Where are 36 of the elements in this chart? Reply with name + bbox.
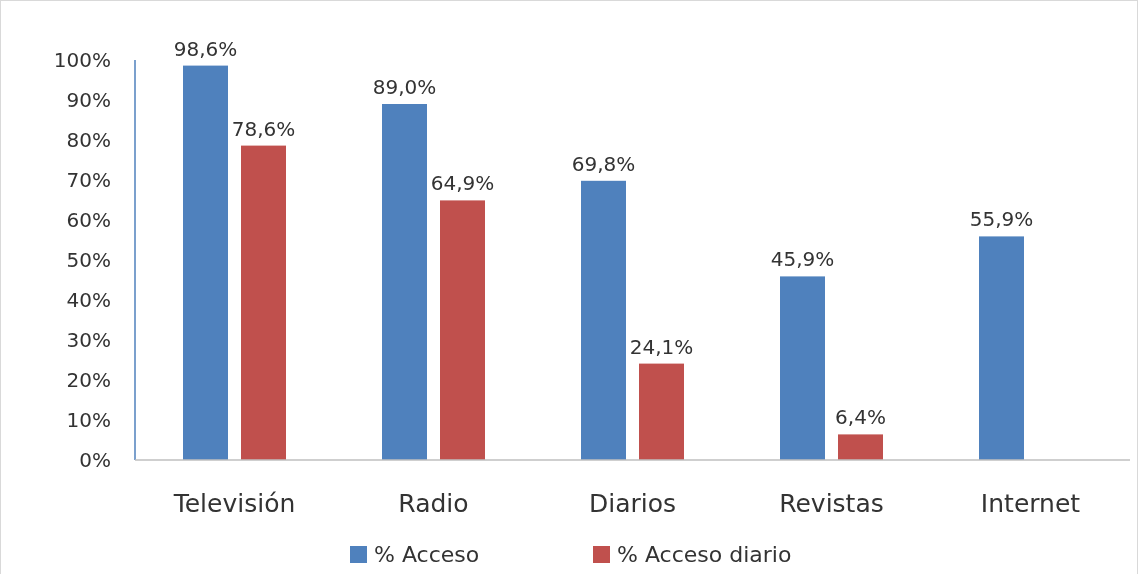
data-label: 6,4% (835, 405, 886, 430)
y-tick-label: 70% (66, 168, 111, 192)
bar (979, 236, 1024, 460)
y-tick-label: 0% (79, 448, 111, 472)
y-tick-label: 100% (53, 48, 111, 72)
x-tick-label: Revistas (779, 489, 884, 518)
data-label: 98,6% (173, 36, 238, 61)
y-tick-label: 20% (66, 368, 111, 392)
y-tick-label: 60% (66, 208, 111, 232)
bar (639, 363, 684, 460)
data-label: 45,9% (770, 247, 835, 272)
data-label: 64,9% (430, 171, 495, 196)
x-tick-label: Radio (398, 489, 469, 518)
data-label: 89,0% (372, 75, 437, 99)
legend-label: % Acceso diario (617, 542, 792, 568)
bar (780, 276, 825, 460)
bar (241, 145, 286, 460)
bar (838, 434, 883, 460)
y-tick-label: 10% (66, 408, 111, 432)
x-tick-label: Internet (980, 489, 1081, 518)
bar (581, 180, 626, 460)
y-tick-label: 30% (66, 328, 111, 352)
data-label: 78,6% (231, 116, 296, 141)
data-label: 55,9% (969, 207, 1034, 232)
bar (382, 104, 427, 460)
x-tick-label: Diarios (588, 489, 677, 518)
x-tick-label: Televisión (172, 489, 296, 518)
y-tick-label: 50% (66, 248, 111, 272)
y-tick-label: 40% (66, 288, 111, 312)
y-tick-label: 90% (66, 88, 111, 112)
data-label: 69,8% (571, 151, 636, 176)
legend-label: % Acceso (374, 542, 480, 568)
y-tick-label: 80% (66, 128, 111, 152)
bar (440, 200, 485, 460)
data-label: 24,1% (629, 334, 694, 359)
bar (183, 65, 228, 460)
